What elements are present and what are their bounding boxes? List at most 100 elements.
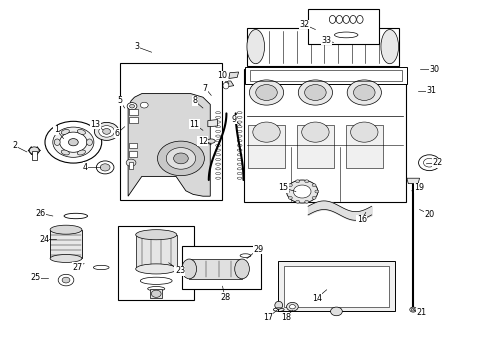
Bar (345, 125, 382, 168)
Bar (136, 235, 177, 269)
Text: 21: 21 (416, 308, 426, 317)
Text: 18: 18 (281, 313, 290, 322)
Circle shape (58, 274, 74, 286)
Circle shape (62, 277, 70, 283)
Ellipse shape (61, 150, 69, 155)
Bar (128, 151, 137, 157)
Ellipse shape (50, 255, 82, 262)
Circle shape (68, 139, 78, 146)
Text: 12: 12 (198, 136, 207, 145)
Circle shape (418, 155, 439, 171)
Ellipse shape (314, 190, 318, 193)
Text: 30: 30 (428, 65, 438, 74)
Ellipse shape (410, 308, 414, 311)
Text: 15: 15 (278, 184, 288, 192)
Bar (307, 9, 378, 44)
Text: 14: 14 (311, 294, 321, 302)
Text: 29: 29 (253, 245, 263, 253)
Text: 2: 2 (12, 141, 17, 150)
Text: 25: 25 (30, 274, 40, 282)
Circle shape (289, 305, 295, 309)
Ellipse shape (246, 30, 264, 64)
Circle shape (96, 161, 114, 174)
Ellipse shape (135, 230, 177, 240)
Circle shape (157, 141, 204, 176)
Text: 10: 10 (217, 71, 227, 80)
Bar (182, 246, 261, 289)
Ellipse shape (295, 180, 299, 183)
Circle shape (29, 147, 39, 154)
Bar (128, 117, 138, 123)
Ellipse shape (182, 259, 196, 279)
Text: 27: 27 (72, 263, 82, 271)
Circle shape (53, 127, 94, 157)
Circle shape (45, 121, 102, 163)
Text: 13: 13 (90, 120, 100, 129)
Bar (150, 289, 162, 298)
Bar (247, 125, 285, 168)
Circle shape (286, 180, 317, 203)
Circle shape (151, 290, 161, 297)
Circle shape (301, 122, 328, 142)
Ellipse shape (223, 82, 228, 89)
Ellipse shape (50, 225, 82, 234)
Ellipse shape (285, 190, 289, 193)
Text: 4: 4 (83, 163, 88, 172)
Text: 22: 22 (432, 158, 442, 167)
Text: 3: 3 (134, 42, 139, 51)
Ellipse shape (77, 150, 85, 155)
Circle shape (255, 85, 277, 100)
Circle shape (173, 153, 188, 164)
Ellipse shape (61, 130, 69, 134)
Bar (128, 143, 137, 148)
Bar (32, 151, 37, 160)
Bar (120, 63, 222, 200)
Circle shape (346, 80, 381, 105)
Ellipse shape (274, 301, 282, 309)
Text: 16: 16 (356, 215, 366, 224)
Circle shape (353, 85, 374, 100)
Circle shape (286, 302, 298, 311)
Circle shape (126, 159, 136, 166)
Ellipse shape (304, 180, 308, 183)
Text: 8: 8 (192, 96, 197, 105)
Circle shape (102, 129, 110, 134)
Ellipse shape (135, 264, 177, 274)
Ellipse shape (380, 30, 398, 64)
Bar (128, 162, 133, 169)
Text: 17: 17 (263, 313, 272, 322)
Ellipse shape (311, 184, 315, 186)
Ellipse shape (129, 104, 134, 108)
Circle shape (249, 80, 283, 105)
Bar (118, 226, 194, 300)
Text: 6: 6 (115, 129, 120, 138)
Polygon shape (228, 72, 238, 78)
Bar (128, 109, 138, 115)
Text: 7: 7 (203, 84, 207, 93)
Bar (277, 261, 394, 311)
Text: 19: 19 (414, 184, 424, 192)
Ellipse shape (207, 139, 215, 143)
Circle shape (94, 122, 119, 140)
Text: 5: 5 (117, 96, 122, 105)
Bar (250, 70, 401, 81)
Polygon shape (224, 81, 233, 87)
Text: 33: 33 (321, 36, 331, 45)
Circle shape (293, 185, 310, 198)
Circle shape (304, 85, 325, 100)
Bar (50, 230, 82, 258)
Text: 28: 28 (220, 292, 229, 302)
Ellipse shape (295, 201, 299, 203)
Bar (244, 69, 405, 202)
Ellipse shape (77, 130, 85, 134)
Circle shape (166, 148, 195, 169)
Circle shape (330, 307, 342, 316)
Circle shape (252, 122, 280, 142)
Text: 24: 24 (39, 235, 49, 244)
Text: 26: 26 (35, 209, 45, 217)
Ellipse shape (54, 139, 60, 145)
Circle shape (100, 164, 110, 171)
Text: 9: 9 (231, 115, 236, 124)
Bar (283, 266, 388, 307)
Ellipse shape (288, 184, 292, 186)
